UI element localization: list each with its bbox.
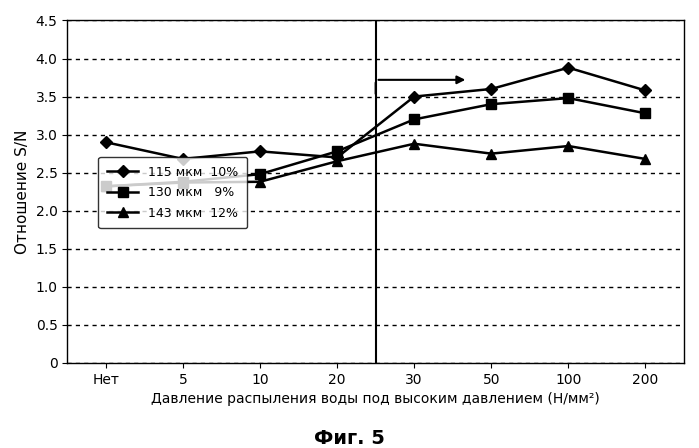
Legend: 115 мкм  10%, 130 мкм   9%, 143 мкм  12%: 115 мкм 10%, 130 мкм 9%, 143 мкм 12% (98, 157, 247, 228)
Line: 143 мкм  12%: 143 мкм 12% (101, 139, 650, 191)
115 мкм  10% (256, 149, 264, 154)
Line: 130 мкм   9%: 130 мкм 9% (101, 93, 650, 191)
130 мкм   9% (179, 179, 187, 185)
115 мкм  10% (179, 156, 187, 162)
130 мкм   9% (487, 102, 496, 107)
X-axis label: Давление распыления воды под высоким давлением (Н/мм²): Давление распыления воды под высоким дав… (151, 392, 600, 406)
143 мкм  12% (101, 184, 110, 189)
115 мкм  10% (101, 139, 110, 145)
130 мкм   9% (333, 149, 341, 154)
130 мкм   9% (564, 95, 572, 101)
143 мкм  12% (333, 159, 341, 164)
115 мкм  10% (333, 155, 341, 160)
Text: Фиг. 5: Фиг. 5 (314, 429, 385, 448)
143 мкм  12% (179, 180, 187, 185)
Y-axis label: Отношение S/N: Отношение S/N (15, 129, 30, 254)
Line: 115 мкм  10%: 115 мкм 10% (101, 64, 649, 163)
115 мкм  10% (641, 88, 649, 93)
130 мкм   9% (256, 172, 264, 177)
143 мкм  12% (564, 143, 572, 149)
143 мкм  12% (487, 151, 496, 156)
143 мкм  12% (410, 141, 419, 146)
130 мкм   9% (101, 184, 110, 189)
115 мкм  10% (564, 65, 572, 70)
143 мкм  12% (641, 156, 649, 162)
130 мкм   9% (410, 117, 419, 122)
115 мкм  10% (410, 94, 419, 99)
115 мкм  10% (487, 86, 496, 92)
143 мкм  12% (256, 179, 264, 185)
130 мкм   9% (641, 111, 649, 116)
